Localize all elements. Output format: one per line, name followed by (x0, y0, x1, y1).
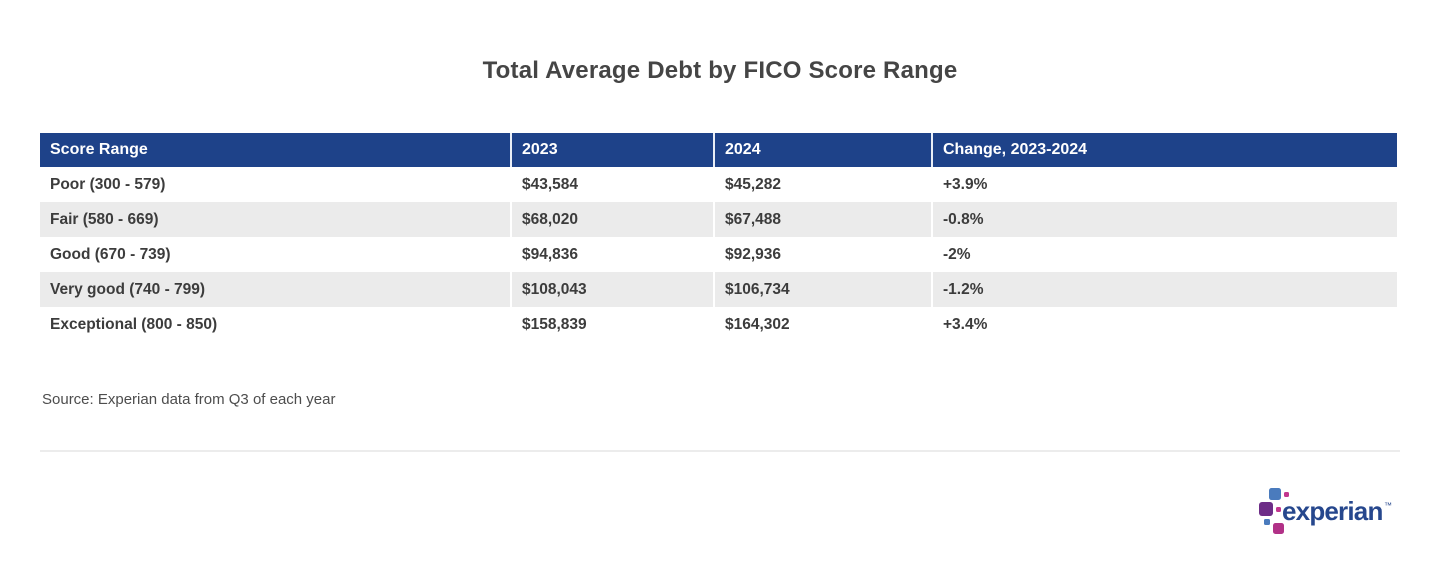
cell-2024-value: $45,282 (713, 167, 931, 202)
cell-change-value: +3.4% (931, 307, 1397, 342)
experian-logo-trademark: ™ (1384, 501, 1392, 510)
cell-2023-value: $43,584 (510, 167, 713, 202)
table-row: Exceptional (800 - 850) $158,839 $164,30… (40, 307, 1397, 342)
page-title: Total Average Debt by FICO Score Range (482, 57, 958, 84)
divider-line (40, 450, 1400, 452)
debt-table: Score Range 2023 2024 Change, 2023-2024 … (40, 133, 1397, 342)
cell-2024-value: $164,302 (713, 307, 931, 342)
experian-logo-graphic: experian ™ (1259, 488, 1392, 534)
experian-logo-mark (1259, 488, 1289, 534)
cell-2024-value: $67,488 (713, 202, 931, 237)
table-row: Fair (580 - 669) $68,020 $67,488 -0.8% (40, 202, 1397, 237)
experian-logo-wordmark: experian (1282, 496, 1383, 526)
source-note: Source: Experian data from Q3 of each ye… (42, 391, 336, 408)
cell-2023-value: $68,020 (510, 202, 713, 237)
table-row: Very good (740 - 799) $108,043 $106,734 … (40, 272, 1397, 307)
cell-score-range: Poor (300 - 579) (50, 176, 166, 193)
cell-score-range: Good (670 - 739) (50, 246, 171, 263)
cell-2023-value: $158,839 (510, 307, 713, 342)
cell-change-value: -1.2% (931, 272, 1397, 307)
table-header-row: Score Range 2023 2024 Change, 2023-2024 (40, 133, 1397, 167)
cell-score-range: Fair (580 - 669) (50, 211, 159, 228)
cell-2024-value: $106,734 (713, 272, 931, 307)
header-cell-2023: 2023 (510, 133, 713, 167)
header-cell-change: Change, 2023-2024 (931, 133, 1397, 167)
table-row: Poor (300 - 579) $43,584 $45,282 +3.9% (40, 167, 1397, 202)
cell-2023-value: $108,043 (510, 272, 713, 307)
header-cell-2024: 2024 (713, 133, 931, 167)
cell-score-range: Very good (740 - 799) (50, 281, 206, 298)
cell-change-value: -2% (931, 237, 1397, 272)
cell-change-value: -0.8% (931, 202, 1397, 237)
cell-2023-value: $94,836 (510, 237, 713, 272)
header-cell-score-range: Score Range (50, 141, 148, 158)
experian-logo: experian ™ (1258, 485, 1398, 539)
table-row: Good (670 - 739) $94,836 $92,936 -2% (40, 237, 1397, 272)
cell-change-value: +3.9% (931, 167, 1397, 202)
cell-score-range: Exceptional (800 - 850) (50, 316, 218, 333)
cell-2024-value: $92,936 (713, 237, 931, 272)
